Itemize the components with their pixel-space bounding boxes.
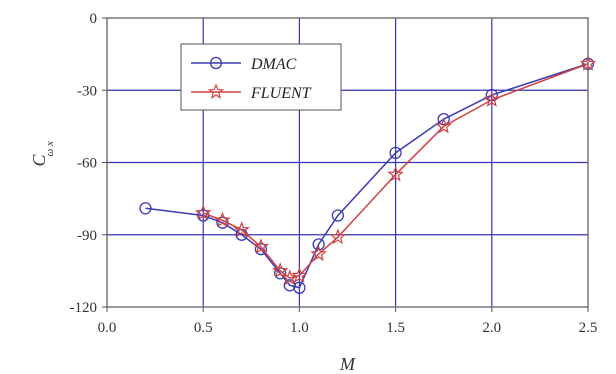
- data-point: [579, 55, 597, 71]
- data-point: [389, 146, 402, 160]
- data-point: [283, 279, 296, 292]
- legend-marker: [207, 83, 225, 100]
- data-point: [233, 221, 250, 237]
- y-tick-label: -90: [77, 228, 97, 244]
- data-point: [194, 204, 212, 221]
- legend-label: DMAC: [250, 56, 297, 73]
- y-axis-label: C ω x: [29, 141, 56, 167]
- legend-marker: [209, 56, 223, 70]
- x-tick-label: 0.0: [98, 320, 117, 336]
- legend-item: DMAC: [191, 56, 297, 73]
- data-point: [387, 165, 404, 182]
- y-tick-label: -30: [77, 83, 97, 99]
- data-point: [293, 281, 306, 294]
- legend-item: FLUENT: [191, 83, 312, 102]
- data-point: [291, 267, 308, 283]
- x-tick-label: 1.5: [386, 320, 405, 336]
- grid-lines: [107, 18, 588, 307]
- data-point: [139, 202, 152, 215]
- data-point: [274, 267, 287, 280]
- x-tick-label: 2.0: [482, 320, 501, 336]
- y-tick-label: -120: [70, 300, 98, 316]
- legend: DMAC FLUENT: [180, 43, 342, 111]
- y-tick-label: -60: [77, 156, 97, 172]
- y-axis-label-main: C: [29, 154, 49, 167]
- data-point: [329, 228, 347, 245]
- data-point: [254, 243, 268, 256]
- x-tick-label: 2.5: [579, 320, 598, 336]
- x-axis-label: M: [339, 354, 356, 374]
- x-tick-label: 1.0: [290, 320, 309, 336]
- legend-label: FLUENT: [250, 85, 312, 102]
- data-point: [252, 238, 270, 254]
- data-point: [331, 209, 345, 222]
- data-point: [312, 238, 325, 251]
- y-tick-label: 0: [90, 11, 98, 27]
- data-point: [483, 91, 501, 107]
- data-point: [437, 113, 450, 126]
- y-axis-label-subscript: ω x: [44, 141, 56, 157]
- series-line: [202, 63, 589, 279]
- x-tick-label: 0.5: [194, 320, 213, 336]
- data-point: [271, 262, 289, 278]
- series-fluent: [194, 55, 597, 286]
- legend-box: [180, 43, 342, 111]
- data-point: [435, 117, 452, 134]
- axis-ticks: 0.0 0.5 1.0 1.5 2.0 2.5 0 -30 -60 -90 -120: [70, 11, 598, 336]
- series-layer: [139, 55, 597, 294]
- data-point: [214, 211, 231, 228]
- data-point: [310, 245, 327, 262]
